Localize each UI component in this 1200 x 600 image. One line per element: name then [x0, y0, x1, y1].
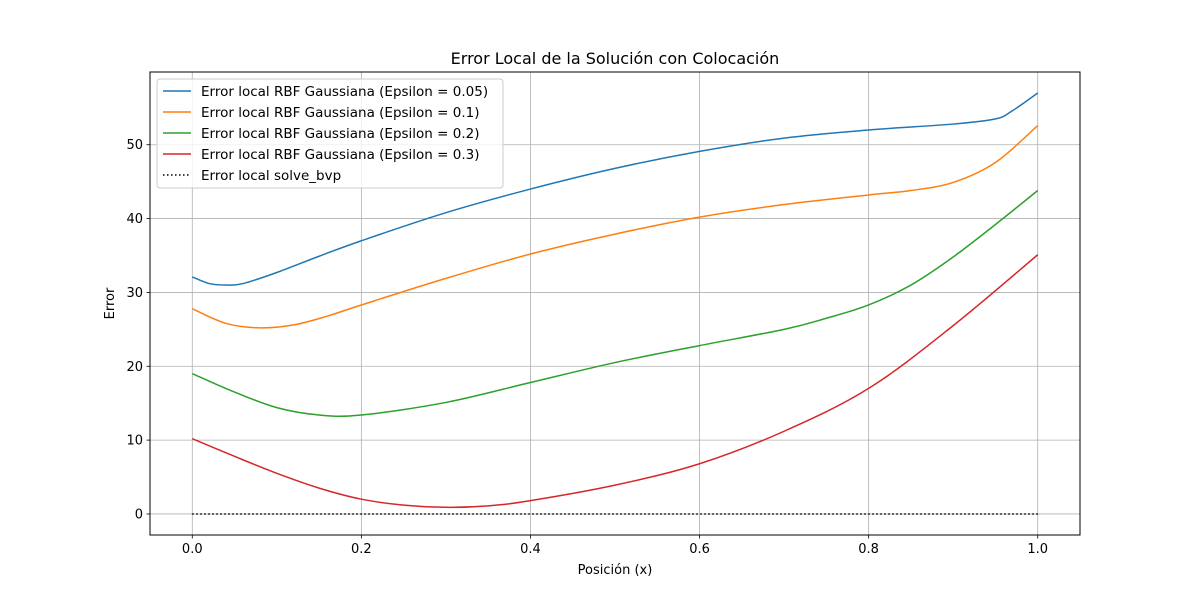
legend-label-5: Error local solve_bvp [201, 168, 341, 184]
x-tick-label: 0.4 [520, 542, 541, 557]
series-line-4 [191, 254, 1039, 509]
y-tick-label: 0 [135, 507, 143, 522]
y-tick-label: 20 [126, 360, 143, 375]
series-line-3 [191, 189, 1039, 417]
series-line-2 [191, 124, 1039, 329]
legend-box [156, 78, 504, 189]
legend-label-3: Error local RBF Gaussiana (Epsilon = 0.2… [201, 126, 480, 142]
legend: Error local RBF Gaussiana (Epsilon = 0.0… [156, 78, 504, 189]
series-line-1 [191, 92, 1039, 286]
legend-label-2: Error local RBF Gaussiana (Epsilon = 0.1… [201, 105, 480, 121]
x-tick-label: 1.0 [1027, 542, 1048, 557]
x-axis-label: Posición (x) [578, 563, 653, 578]
x-tick-label: 0.2 [351, 542, 372, 557]
x-tick-label: 0.0 [182, 542, 203, 557]
x-tick-label: 0.8 [858, 542, 879, 557]
chart-title: Error Local de la Solución con Colocació… [451, 49, 780, 68]
y-tick-label: 10 [126, 434, 143, 449]
y-tick-label: 50 [126, 138, 143, 153]
series-layer [191, 92, 1039, 515]
legend-label-1: Error local RBF Gaussiana (Epsilon = 0.0… [201, 84, 488, 100]
y-tick-label: 40 [126, 212, 143, 227]
axis-ticks: 0.0 0.2 0.4 0.6 0.8 1.0 0 10 20 30 40 50 [126, 138, 1048, 557]
y-axis-label: Error [103, 287, 118, 319]
plot-area-frame [149, 71, 1081, 536]
x-tick-label: 0.6 [689, 542, 710, 557]
legend-label-4: Error local RBF Gaussiana (Epsilon = 0.3… [201, 147, 480, 163]
y-tick-label: 30 [126, 286, 143, 301]
